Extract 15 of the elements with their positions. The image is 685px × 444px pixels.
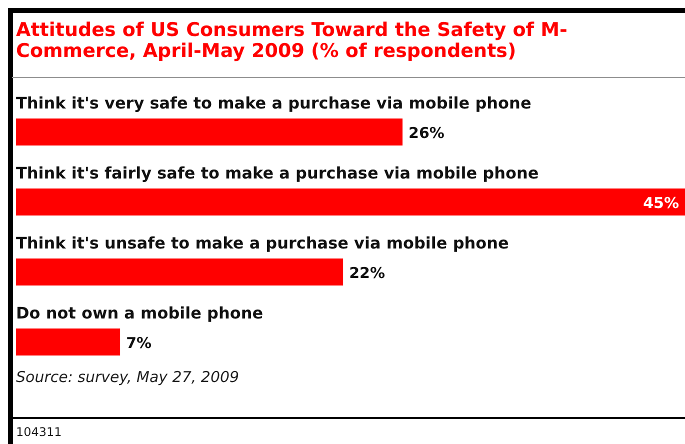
y-tick-label: Think it's unsafe to make a purchase via mobile phone bbox=[16, 234, 510, 253]
bar bbox=[16, 188, 685, 216]
data-label: 22% bbox=[349, 264, 385, 282]
chart-title: Attitudes of US Consumers Toward the Safety of M-Commerce, April-May 2009 (% of respondents) bbox=[16, 19, 568, 62]
y-tick-label: Do not own a mobile phone bbox=[16, 304, 264, 323]
bar bbox=[16, 258, 344, 286]
data-label: 26% bbox=[408, 124, 444, 142]
bar bbox=[16, 328, 120, 356]
text: 104311 bbox=[16, 425, 62, 439]
bar bbox=[16, 118, 403, 146]
data-label: 45% bbox=[643, 194, 679, 212]
data-label: 7% bbox=[126, 334, 152, 352]
annotation: Source: survey, May 27, 2009 bbox=[16, 368, 240, 386]
y-tick-label: Think it's fairly safe to make a purchase via mobile phone bbox=[16, 164, 539, 183]
y-tick-label: Think it's very safe to make a purchase via mobile phone bbox=[16, 94, 532, 113]
